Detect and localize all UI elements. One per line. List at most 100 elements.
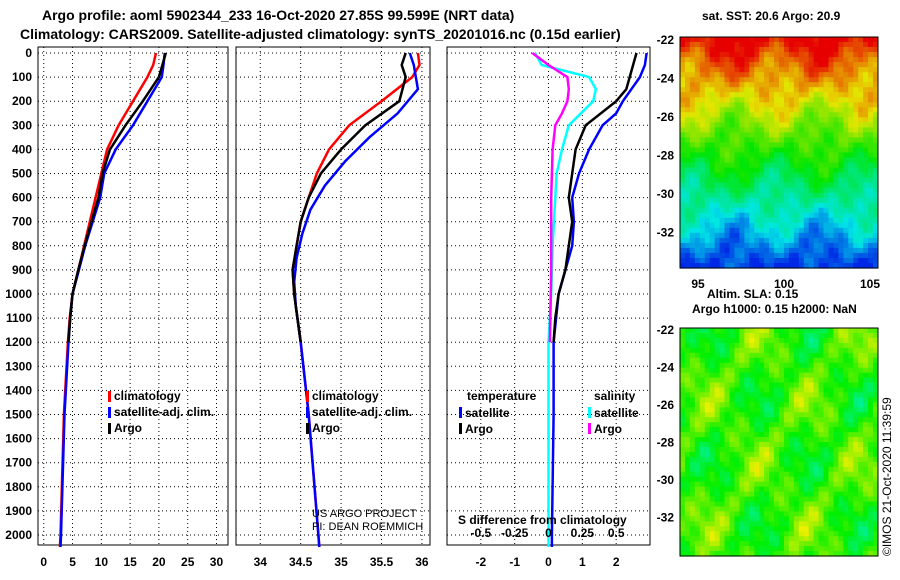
map-cell xyxy=(709,242,716,249)
map-cell xyxy=(798,52,805,58)
map-cell xyxy=(793,476,800,483)
legend-swatch xyxy=(459,407,462,418)
map-cell xyxy=(689,247,696,254)
map-cell xyxy=(793,72,800,78)
map-cell xyxy=(873,347,879,354)
map-cell xyxy=(793,337,800,344)
map-cell xyxy=(858,107,864,113)
map-cell xyxy=(729,357,735,364)
map-cell xyxy=(739,67,745,73)
map-cell xyxy=(848,447,854,453)
map-cell xyxy=(873,122,879,128)
map-cell xyxy=(709,471,716,478)
map-cell xyxy=(774,437,780,443)
map-cell xyxy=(699,112,706,118)
map-cell xyxy=(769,437,775,443)
map-cell xyxy=(689,422,696,428)
depth-tick-label: 1400 xyxy=(5,383,32,397)
map-cell xyxy=(685,242,691,249)
map-cell xyxy=(734,232,740,239)
map-cell xyxy=(739,117,745,123)
map-cell xyxy=(843,328,849,334)
map-cell xyxy=(823,342,829,349)
map-cell xyxy=(853,197,859,204)
map-cell xyxy=(863,442,869,448)
map-cell xyxy=(833,87,839,93)
map-cell xyxy=(694,551,701,557)
map-cell xyxy=(689,382,696,389)
map-cell xyxy=(808,521,815,527)
map-cell xyxy=(729,87,735,93)
map-cell xyxy=(744,342,750,349)
map-cell xyxy=(754,447,760,453)
map-cell xyxy=(724,447,730,453)
map-cell xyxy=(833,62,839,68)
map-cell xyxy=(769,392,775,398)
map-cell xyxy=(813,227,820,234)
map-cell xyxy=(788,197,795,204)
map-cell xyxy=(704,87,711,93)
map-cell xyxy=(798,347,805,354)
map-cell xyxy=(793,117,800,123)
map-cell xyxy=(709,412,716,418)
figure-title-2: Climatology: CARS2009. Satellite-adjuste… xyxy=(20,26,621,42)
map-cell xyxy=(680,357,686,364)
map-cell xyxy=(709,87,716,93)
map-cell xyxy=(784,546,790,552)
map-cell xyxy=(704,152,711,159)
map-cell xyxy=(853,422,859,428)
map-cell xyxy=(709,157,716,164)
map-cell xyxy=(680,456,686,463)
map-cell xyxy=(808,437,815,443)
map-cell xyxy=(689,486,696,493)
map-cell xyxy=(788,427,795,433)
map-cell xyxy=(863,207,869,214)
map-cell xyxy=(808,546,815,552)
map-cell xyxy=(833,222,839,229)
map-cell xyxy=(853,342,859,349)
map-cell xyxy=(873,227,879,234)
map-cell xyxy=(863,352,869,359)
map-cell xyxy=(818,247,825,254)
map-cell xyxy=(719,182,726,189)
map-cell xyxy=(798,67,805,73)
map-cell xyxy=(749,397,755,403)
x-tick-label: 25 xyxy=(181,555,195,569)
map-cell xyxy=(719,427,726,433)
map-cell xyxy=(858,461,864,468)
map-cell xyxy=(823,352,829,359)
map-cell xyxy=(798,107,805,113)
map-cell xyxy=(784,461,790,468)
map-cell xyxy=(788,132,795,138)
map-cell xyxy=(808,132,815,138)
map-cell xyxy=(754,481,760,488)
map-cell xyxy=(868,342,874,349)
map-cell xyxy=(803,117,810,123)
map-cell xyxy=(853,506,859,512)
sst-map-ytick: -22 xyxy=(657,33,675,47)
map-cell xyxy=(858,437,864,443)
map-cell xyxy=(818,397,825,403)
map-cell xyxy=(838,142,844,149)
map-cell xyxy=(729,77,735,83)
map-cell xyxy=(788,107,795,113)
map-cell xyxy=(774,362,780,369)
x-tick-label: 36 xyxy=(415,555,429,569)
map-cell xyxy=(754,97,760,103)
map-cell xyxy=(784,437,790,443)
map-cell xyxy=(843,506,849,512)
map-cell xyxy=(828,247,834,254)
map-cell xyxy=(798,367,805,374)
map-cell xyxy=(858,207,864,214)
map-cell xyxy=(848,337,854,344)
map-cell xyxy=(828,152,834,159)
sst-map-ytick: -24 xyxy=(657,72,675,86)
map-cell xyxy=(685,152,691,159)
map-cell xyxy=(873,132,879,138)
map-cell xyxy=(744,227,750,234)
map-cell xyxy=(793,97,800,103)
map-cell xyxy=(689,157,696,164)
map-cell xyxy=(823,407,829,413)
map-cell xyxy=(863,417,869,423)
map-cell xyxy=(729,162,735,169)
